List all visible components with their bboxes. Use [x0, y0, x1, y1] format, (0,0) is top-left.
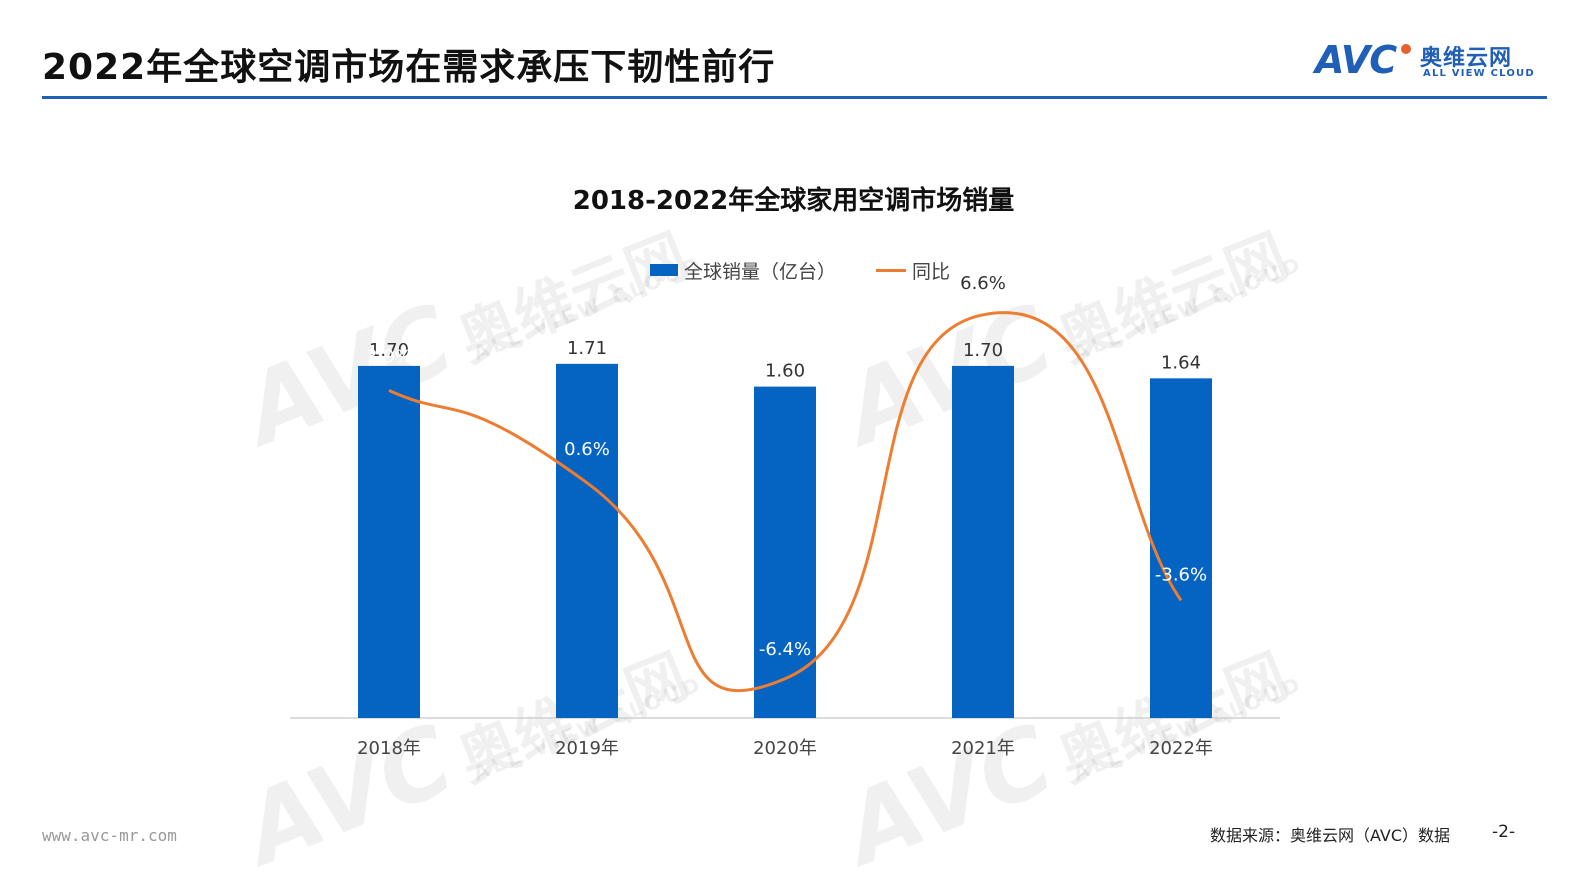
footer-source: 数据来源：奥维云网（AVC）数据: [1210, 826, 1451, 845]
bar-3: [754, 386, 816, 718]
yoy-line: [388, 311, 1183, 693]
page-number: -2-: [1492, 822, 1516, 842]
x-tick-label-4: 2021年: [951, 738, 1015, 759]
bar-label-2: 1.71: [567, 338, 607, 359]
line-label-3: -6.4%: [759, 639, 811, 660]
bar-label-5: 1.64: [1161, 352, 1201, 373]
chart-title: 2018-2022年全球家用空调市场销量: [572, 186, 1015, 216]
bar-2: [556, 363, 618, 718]
bar-label-1: 1.70: [369, 340, 409, 361]
title-divider: [42, 96, 1547, 99]
logo-dot-icon: [1401, 44, 1411, 54]
x-tick-label-5: 2022年: [1149, 738, 1213, 759]
legend-bar-swatch: [650, 264, 678, 276]
logo-avc-text: AVC: [1315, 38, 1397, 82]
logo-en-text: ALL VIEW CLOUD: [1423, 68, 1535, 79]
bar-label-3: 1.60: [765, 361, 805, 382]
x-tick-label-3: 2020年: [753, 738, 817, 759]
line-label-4: 6.6%: [960, 273, 1006, 294]
x-tick-label-2: 2019年: [555, 738, 619, 759]
bar-5: [1150, 378, 1212, 718]
legend-line-label: 同比: [912, 260, 951, 283]
chart-legend: 全球销量（亿台） 同比: [650, 258, 951, 283]
line-label-1: 3.9%: [366, 346, 412, 367]
bar-label-4: 1.70: [963, 340, 1003, 361]
footer-url: www.avc-mr.com: [42, 826, 177, 845]
line-label-5: -3.6%: [1155, 564, 1207, 585]
avc-logo: AVC 奥维云网 ALL VIEW CLOUD: [1315, 38, 1545, 88]
bar-4: [952, 365, 1014, 718]
line-label-2: 0.6%: [564, 439, 610, 460]
bar-1: [358, 365, 420, 718]
x-tick-label-1: 2018年: [357, 738, 421, 759]
page-title: 2022年全球空调市场在需求承压下韧性前行: [42, 47, 776, 88]
logo-cn-text: 奥维云网: [1420, 46, 1513, 71]
legend-bar-label: 全球销量（亿台）: [684, 260, 837, 283]
legend-line-swatch: [876, 268, 907, 272]
